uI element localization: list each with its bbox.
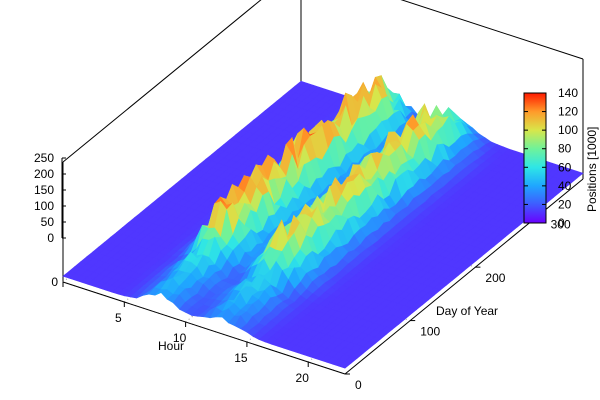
y-axis-label: Day of Year <box>436 304 498 318</box>
y-tick-label: 100 <box>420 325 440 339</box>
colorbar-label: Positions [1000] <box>585 127 599 212</box>
x-tick-label: 5 <box>115 311 122 325</box>
surface-mesh <box>62 74 584 369</box>
x-axis-label: Hour <box>158 339 184 353</box>
z-tick-label: 250 <box>34 151 54 165</box>
z-tick-label: 100 <box>34 199 54 213</box>
colorbar-tick-label: 100 <box>558 123 578 137</box>
colorbar-gradient <box>523 92 547 224</box>
z-tick-label: 200 <box>34 167 54 181</box>
colorbar-tick-label: 80 <box>558 142 572 156</box>
z-tick-label: 150 <box>34 183 54 197</box>
y-axis-ticks: 0 100 200 300 <box>345 213 571 392</box>
colorbar: 0 20 40 60 80 100 120 140 <box>523 86 578 230</box>
z-tick-label: 50 <box>41 215 55 229</box>
colorbar-tick-label: 40 <box>558 179 572 193</box>
y-tick-label: 0 <box>355 378 362 392</box>
colorbar-tick-label: 60 <box>558 160 572 174</box>
z-axis-ticks: 0 50 100 150 200 250 <box>34 151 66 245</box>
surface-cell <box>338 361 352 369</box>
colorbar-tick-label: 140 <box>558 86 578 100</box>
x-axis-ticks: 5 10 15 20 0 <box>51 275 309 385</box>
x-tick-label: 0 <box>51 275 58 289</box>
x-tick-label: 15 <box>234 351 248 365</box>
colorbar-tick-label: 20 <box>558 197 572 211</box>
x-tick-label: 10 <box>173 331 187 345</box>
x-tick-label: 20 <box>296 371 310 385</box>
colorbar-tick-label: 120 <box>558 105 578 119</box>
colorbar-tick-label: 0 <box>558 216 565 230</box>
y-tick-label: 200 <box>485 271 505 285</box>
z-tick-label: 0 <box>47 231 54 245</box>
y-tick-label: 300 <box>551 218 571 232</box>
